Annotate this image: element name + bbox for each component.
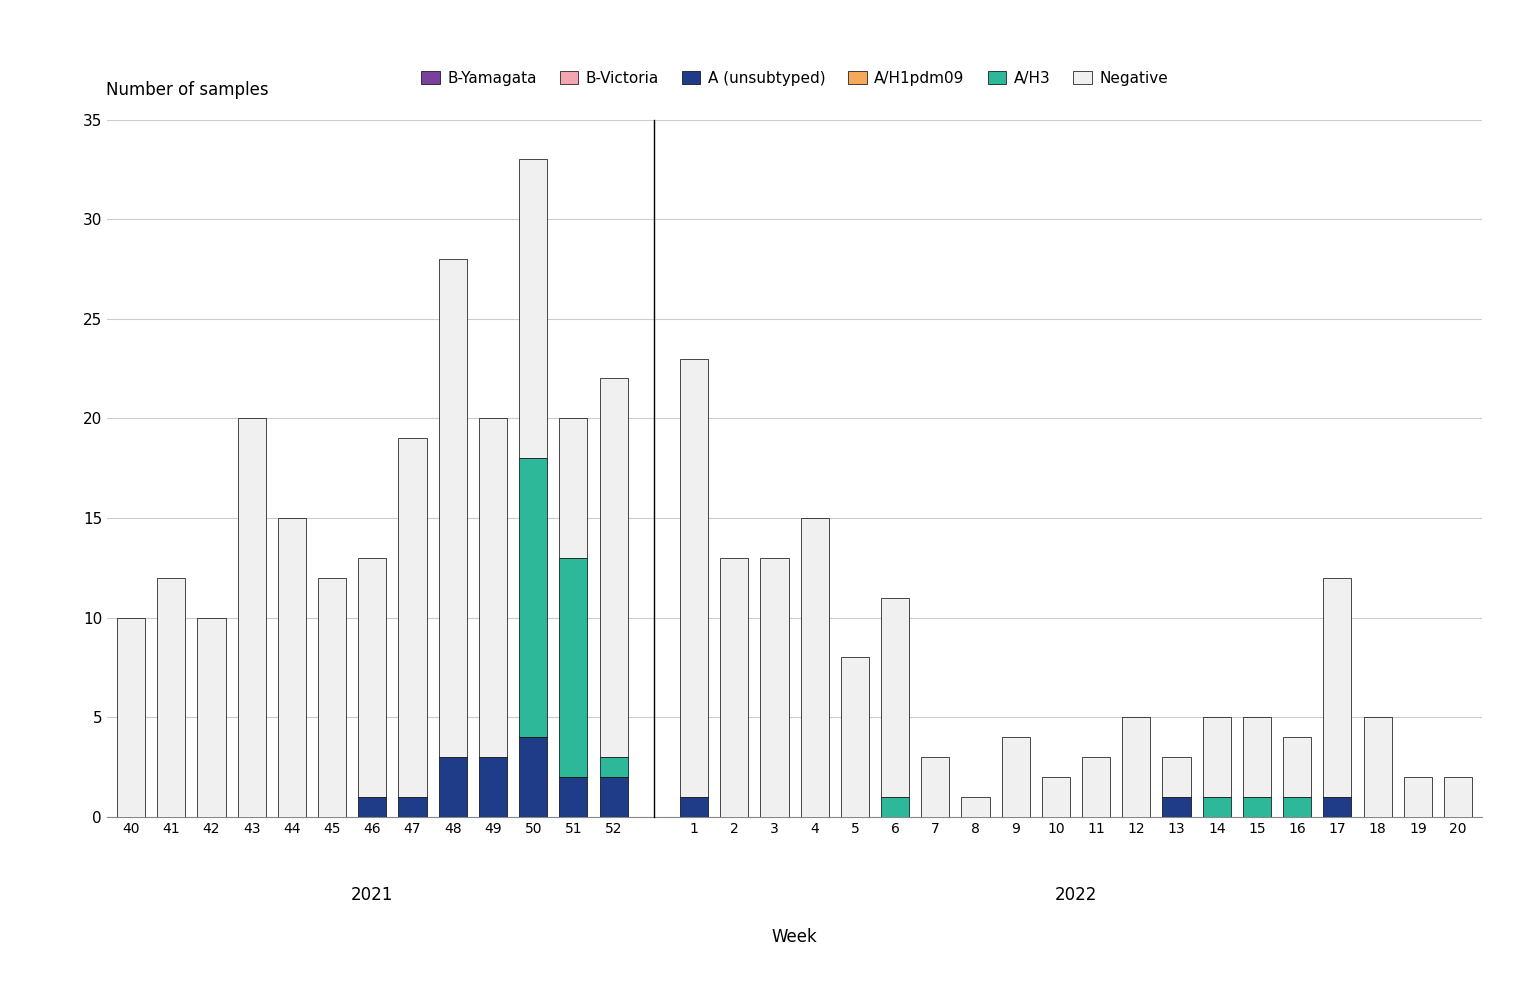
Bar bbox=[1444, 777, 1471, 817]
Bar bbox=[559, 418, 587, 558]
Bar bbox=[1242, 717, 1271, 797]
Bar bbox=[921, 757, 949, 817]
Text: 2021: 2021 bbox=[351, 886, 394, 904]
Bar bbox=[520, 159, 547, 458]
Bar bbox=[520, 458, 547, 737]
Bar bbox=[399, 797, 426, 817]
Bar bbox=[197, 618, 226, 817]
Bar bbox=[1002, 737, 1030, 817]
Bar bbox=[118, 618, 145, 817]
Bar bbox=[1242, 797, 1271, 817]
Bar bbox=[238, 418, 266, 817]
Bar bbox=[278, 518, 306, 817]
Text: Number of samples: Number of samples bbox=[105, 81, 269, 99]
Bar bbox=[840, 657, 869, 817]
Bar bbox=[599, 757, 628, 777]
Legend: B-Yamagata, B-Victoria, A (unsubtyped), A/H1pdm09, A/H3, Negative: B-Yamagata, B-Victoria, A (unsubtyped), … bbox=[416, 65, 1174, 92]
Bar bbox=[399, 438, 426, 797]
Bar bbox=[478, 418, 507, 757]
Bar bbox=[439, 757, 468, 817]
Bar bbox=[761, 558, 788, 817]
Bar bbox=[478, 757, 507, 817]
Text: Week: Week bbox=[772, 928, 817, 946]
Bar bbox=[318, 578, 347, 817]
Bar bbox=[1404, 777, 1432, 817]
Bar bbox=[358, 797, 387, 817]
Bar bbox=[157, 578, 185, 817]
Bar bbox=[559, 558, 587, 777]
Bar bbox=[1284, 797, 1311, 817]
Bar bbox=[720, 558, 749, 817]
Bar bbox=[1284, 737, 1311, 797]
Bar bbox=[1203, 717, 1232, 797]
Bar bbox=[1323, 578, 1351, 797]
Bar bbox=[1082, 757, 1111, 817]
Bar bbox=[599, 378, 628, 757]
Bar bbox=[1042, 777, 1070, 817]
Bar bbox=[882, 598, 909, 797]
Bar bbox=[680, 359, 707, 797]
Text: 2022: 2022 bbox=[1054, 886, 1097, 904]
Bar bbox=[1363, 717, 1392, 817]
Bar bbox=[520, 737, 547, 817]
Bar bbox=[882, 797, 909, 817]
Bar bbox=[1163, 797, 1190, 817]
Bar bbox=[801, 518, 828, 817]
Bar bbox=[1163, 757, 1190, 797]
Bar bbox=[1122, 717, 1151, 817]
Bar bbox=[680, 797, 707, 817]
Bar bbox=[559, 777, 587, 817]
Bar bbox=[439, 259, 468, 757]
Bar bbox=[961, 797, 990, 817]
Bar bbox=[1323, 797, 1351, 817]
Bar bbox=[599, 777, 628, 817]
Bar bbox=[1203, 797, 1232, 817]
Bar bbox=[358, 558, 387, 797]
